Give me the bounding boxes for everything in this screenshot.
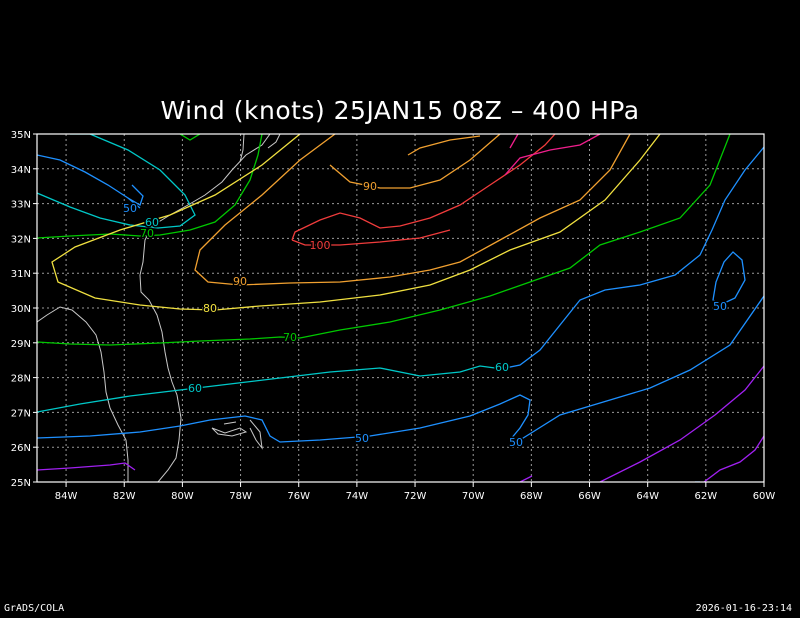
x-tick-label: 62W xyxy=(695,491,718,502)
contour-label: 50 xyxy=(713,300,727,313)
contour-label: 80 xyxy=(203,302,217,315)
y-tick-label: 26N xyxy=(11,443,31,454)
contour-50-nw-lobe xyxy=(127,184,144,206)
contour-100 xyxy=(291,134,556,241)
x-tick-label: 74W xyxy=(346,491,369,502)
contour-40-se2 xyxy=(703,435,764,482)
bahamas-island-3 xyxy=(223,421,237,425)
contour-label: 60 xyxy=(188,382,202,395)
coastline xyxy=(37,134,281,482)
y-tick-label: 27N xyxy=(11,408,31,419)
contour-lines xyxy=(37,134,764,482)
contour-50-se xyxy=(519,295,764,441)
x-tick-label: 66W xyxy=(578,491,601,502)
contour-label: 50 xyxy=(123,202,137,215)
x-tick-label: 64W xyxy=(636,491,659,502)
credit-text: GrADS/COLA xyxy=(4,603,65,614)
coastline-georgia xyxy=(239,134,245,163)
contour-40-s xyxy=(519,475,533,482)
x-tick-label: 70W xyxy=(462,491,485,502)
contour-90-north xyxy=(329,134,501,189)
y-tick-label: 25N xyxy=(11,478,31,489)
y-tick-label: 33N xyxy=(11,200,31,211)
contour-40-se xyxy=(599,365,764,482)
contour-40-sw xyxy=(37,462,136,471)
coastline-north xyxy=(267,134,281,149)
x-tick-label: 76W xyxy=(287,491,310,502)
contour-50-east-loop xyxy=(712,251,746,306)
y-tick-label: 28N xyxy=(11,374,31,385)
y-tick-label: 32N xyxy=(11,234,31,245)
bahamas-island-2 xyxy=(249,419,263,450)
x-tick-label: 82W xyxy=(113,491,136,502)
contour-110-top xyxy=(509,134,519,149)
axis-ticks: 84W 82W 80W 78W 76W 74W 72W 70W 68W 66W 64W 62W 60W 2… xyxy=(11,130,776,502)
y-tick-label: 31N xyxy=(11,269,31,280)
coastline-florida-west xyxy=(37,306,129,482)
contour-80 xyxy=(51,134,661,311)
contour-100-tail xyxy=(291,229,451,246)
contour-label: 70 xyxy=(140,227,154,240)
x-tick-label: 72W xyxy=(404,491,427,502)
contour-90-west xyxy=(194,134,631,286)
contour-label: 60 xyxy=(145,216,159,229)
x-tick-label: 68W xyxy=(520,491,543,502)
plot-frame xyxy=(36,133,765,483)
contour-110 xyxy=(504,134,601,176)
contour-label: 50 xyxy=(509,436,523,449)
contour-label: 100 xyxy=(310,239,331,252)
coastline-florida-east xyxy=(139,134,271,482)
bahamas-island-1 xyxy=(211,427,248,437)
x-tick-label: 60W xyxy=(753,491,776,502)
contour-label: 70 xyxy=(283,331,297,344)
x-tick-label: 78W xyxy=(229,491,252,502)
contour-70-middle xyxy=(37,134,731,346)
contour-60-middle xyxy=(37,365,496,413)
grid-lines xyxy=(37,134,765,482)
y-tick-label: 30N xyxy=(11,304,31,315)
contour-label: 90 xyxy=(233,275,247,288)
timestamp-text: 2026-01-16-23:14 xyxy=(695,603,792,614)
map-title: Wind (knots) 25JAN15 08Z – 400 HPa xyxy=(160,96,640,125)
y-tick-label: 35N xyxy=(11,130,31,141)
contour-50-east-edge xyxy=(504,146,764,369)
x-tick-label: 80W xyxy=(171,491,194,502)
y-tick-label: 34N xyxy=(11,165,31,176)
contour-90-top xyxy=(407,135,481,156)
y-tick-label: 29N xyxy=(11,339,31,350)
contour-50-south xyxy=(37,394,531,443)
contour-label: 50 xyxy=(355,432,369,445)
contour-60-nw xyxy=(37,134,196,229)
contour-70-topleft xyxy=(179,134,201,141)
contour-label: 90 xyxy=(363,180,377,193)
x-tick-label: 84W xyxy=(55,491,78,502)
contour-label: 60 xyxy=(495,361,509,374)
